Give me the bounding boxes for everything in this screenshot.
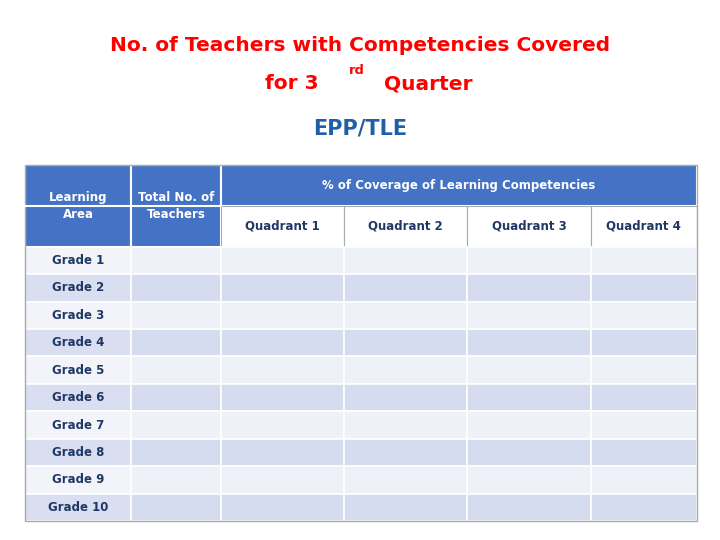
Bar xyxy=(344,411,467,439)
Bar xyxy=(467,206,590,247)
Bar xyxy=(590,384,697,411)
Bar xyxy=(467,494,590,521)
Bar xyxy=(467,329,590,356)
Bar xyxy=(220,247,344,274)
Bar xyxy=(590,411,697,439)
Bar xyxy=(132,356,220,384)
Text: Grade 1: Grade 1 xyxy=(52,254,104,267)
Text: Grade 4: Grade 4 xyxy=(52,336,104,349)
Bar xyxy=(590,439,697,466)
Text: No. of Teachers with Competencies Covered: No. of Teachers with Competencies Covere… xyxy=(110,36,610,56)
Bar xyxy=(467,301,590,329)
Bar xyxy=(590,206,697,247)
Text: Learning
Area: Learning Area xyxy=(49,191,107,221)
Text: Quadrant 1: Quadrant 1 xyxy=(245,220,320,233)
Text: Grade 8: Grade 8 xyxy=(52,446,104,459)
Bar xyxy=(220,494,344,521)
Bar xyxy=(344,439,467,466)
Text: Grade 7: Grade 7 xyxy=(52,418,104,431)
Text: rd: rd xyxy=(348,64,364,77)
Bar xyxy=(344,494,467,521)
Bar xyxy=(25,411,132,439)
Bar xyxy=(25,466,132,494)
Bar xyxy=(220,301,344,329)
Bar xyxy=(467,411,590,439)
Text: Quarter: Quarter xyxy=(377,74,472,93)
Bar xyxy=(25,329,132,356)
Bar xyxy=(132,466,220,494)
Bar xyxy=(220,356,344,384)
Bar xyxy=(220,274,344,301)
Text: % of Coverage of Learning Competencies: % of Coverage of Learning Competencies xyxy=(322,179,595,192)
Bar xyxy=(590,329,697,356)
Bar xyxy=(344,329,467,356)
Bar xyxy=(132,439,220,466)
Bar xyxy=(467,247,590,274)
Bar xyxy=(132,274,220,301)
Bar xyxy=(220,439,344,466)
Bar xyxy=(590,274,697,301)
Bar xyxy=(132,247,220,274)
Bar xyxy=(25,384,132,411)
Bar xyxy=(132,165,220,247)
Bar xyxy=(220,206,344,247)
Bar xyxy=(220,384,344,411)
Text: EPP/TLE: EPP/TLE xyxy=(313,118,407,139)
Text: Grade 6: Grade 6 xyxy=(52,391,104,404)
Text: Grade 5: Grade 5 xyxy=(52,363,104,377)
Bar xyxy=(25,247,132,274)
Bar xyxy=(467,356,590,384)
Bar xyxy=(344,247,467,274)
Bar xyxy=(467,439,590,466)
Bar xyxy=(25,439,132,466)
Bar xyxy=(590,466,697,494)
Bar xyxy=(132,411,220,439)
Bar xyxy=(590,356,697,384)
Text: Quadrant 3: Quadrant 3 xyxy=(492,220,567,233)
Bar xyxy=(344,206,467,247)
Bar xyxy=(132,301,220,329)
Bar xyxy=(25,165,132,247)
Bar xyxy=(220,466,344,494)
Bar xyxy=(132,329,220,356)
Text: for 3    Quarter: for 3 Quarter xyxy=(275,74,445,93)
Bar xyxy=(467,466,590,494)
Bar xyxy=(590,494,697,521)
Bar xyxy=(344,384,467,411)
Bar xyxy=(590,247,697,274)
Text: Quadrant 4: Quadrant 4 xyxy=(606,220,681,233)
Bar xyxy=(220,165,697,206)
Text: Quadrant 2: Quadrant 2 xyxy=(368,220,443,233)
Bar xyxy=(467,274,590,301)
Bar xyxy=(344,301,467,329)
Bar xyxy=(25,165,697,521)
Text: Grade 3: Grade 3 xyxy=(52,309,104,322)
Text: Grade 2: Grade 2 xyxy=(52,281,104,294)
Bar xyxy=(132,494,220,521)
Bar xyxy=(132,384,220,411)
Bar xyxy=(25,301,132,329)
Text: Grade 9: Grade 9 xyxy=(52,474,104,487)
Text: Total No. of
Teachers: Total No. of Teachers xyxy=(138,191,214,221)
Bar xyxy=(344,466,467,494)
Bar xyxy=(25,274,132,301)
Text: Grade 10: Grade 10 xyxy=(48,501,109,514)
Bar xyxy=(25,356,132,384)
Text: for 3: for 3 xyxy=(265,74,318,93)
Bar xyxy=(220,329,344,356)
Bar xyxy=(25,494,132,521)
Bar xyxy=(220,411,344,439)
Bar xyxy=(344,274,467,301)
Bar xyxy=(467,384,590,411)
Bar xyxy=(344,356,467,384)
Bar xyxy=(590,301,697,329)
